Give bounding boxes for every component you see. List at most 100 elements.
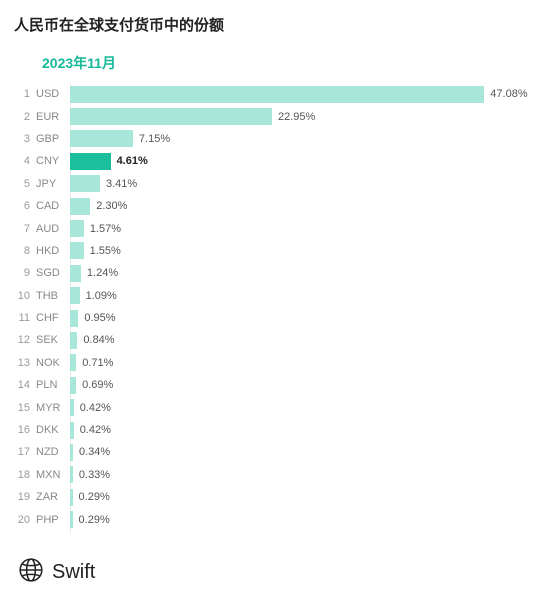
currency-code: AUD <box>34 223 70 235</box>
value-label: 0.69% <box>82 379 113 391</box>
bar <box>70 130 133 147</box>
bar <box>70 511 73 528</box>
rank-label: 16 <box>14 424 34 436</box>
rank-label: 3 <box>14 133 34 145</box>
currency-code: JPY <box>34 178 70 190</box>
currency-code: PLN <box>34 379 70 391</box>
bar <box>70 175 100 192</box>
currency-code: DKK <box>34 424 70 436</box>
bar <box>70 399 74 416</box>
bar <box>70 153 111 170</box>
bar <box>70 489 73 506</box>
bar <box>70 86 484 103</box>
value-label: 1.57% <box>90 223 121 235</box>
rank-label: 6 <box>14 200 34 212</box>
value-label: 4.61% <box>117 155 148 167</box>
bar-row: 12SEK 0.84% <box>14 329 542 351</box>
rank-label: 1 <box>14 88 34 100</box>
bar <box>70 466 73 483</box>
rank-label: 18 <box>14 469 34 481</box>
value-label: 7.15% <box>139 133 170 145</box>
rank-label: 2 <box>14 111 34 123</box>
bar-row: 18MXN 0.33% <box>14 464 542 486</box>
value-label: 0.84% <box>83 334 114 346</box>
value-label: 0.42% <box>80 402 111 414</box>
value-label: 2.30% <box>96 200 127 212</box>
bar <box>70 377 76 394</box>
bar <box>70 422 74 439</box>
chart-subtitle: 2023年11月 <box>42 53 542 73</box>
value-label: 0.42% <box>80 424 111 436</box>
value-label: 0.33% <box>79 469 110 481</box>
rank-label: 10 <box>14 290 34 302</box>
chart-title: 人民币在全球支付货币中的份额 <box>14 14 542 35</box>
currency-code: MXN <box>34 469 70 481</box>
bar-row: 11CHF0.95% <box>14 307 542 329</box>
value-label: 1.24% <box>87 267 118 279</box>
bar-row: 4CNY 4.61% <box>14 150 542 172</box>
rank-label: 14 <box>14 379 34 391</box>
currency-code: CNY <box>34 155 70 167</box>
currency-code: THB <box>34 290 70 302</box>
rank-label: 4 <box>14 155 34 167</box>
bar <box>70 354 76 371</box>
currency-code: ZAR <box>34 491 70 503</box>
value-label: 3.41% <box>106 178 137 190</box>
bar-row: 8HKD 1.55% <box>14 240 542 262</box>
bar-row: 15MYR 0.42% <box>14 396 542 418</box>
currency-code: SEK <box>34 334 70 346</box>
rank-label: 9 <box>14 267 34 279</box>
bar-row: 6CAD 2.30% <box>14 195 542 217</box>
bar <box>70 287 80 304</box>
rank-label: 19 <box>14 491 34 503</box>
value-label: 0.34% <box>79 446 110 458</box>
currency-code: MYR <box>34 402 70 414</box>
value-label: 0.29% <box>79 491 110 503</box>
value-label: 0.71% <box>82 357 113 369</box>
footer-brand: Swift <box>52 561 95 584</box>
bar-row: 10THB 1.09% <box>14 285 542 307</box>
bar <box>70 108 272 125</box>
rank-label: 15 <box>14 402 34 414</box>
footer: Swift <box>18 557 542 588</box>
bar <box>70 198 90 215</box>
bar <box>70 310 78 327</box>
rank-label: 12 <box>14 334 34 346</box>
rank-label: 17 <box>14 446 34 458</box>
bar-row: 7AUD 1.57% <box>14 217 542 239</box>
bar-row: 3GBP 7.15% <box>14 128 542 150</box>
currency-code: HKD <box>34 245 70 257</box>
value-label: 0.29% <box>79 514 110 526</box>
bar <box>70 265 81 282</box>
value-label: 47.08% <box>490 88 527 100</box>
rank-label: 7 <box>14 223 34 235</box>
bar <box>70 444 73 461</box>
bar-chart: 1USD47.08%2EUR22.95%3GBP7.15%4CNY4.61%5J… <box>14 83 542 531</box>
bar-row: 20PHP0.29% <box>14 508 542 530</box>
currency-code: CAD <box>34 200 70 212</box>
bar <box>70 220 84 237</box>
bar-row: 16DKK 0.42% <box>14 419 542 441</box>
bar-row: 2EUR 22.95% <box>14 105 542 127</box>
currency-code: EUR <box>34 111 70 123</box>
value-label: 22.95% <box>278 111 315 123</box>
bar <box>70 242 84 259</box>
bar-row: 1USD47.08% <box>14 83 542 105</box>
bar <box>70 332 77 349</box>
rank-label: 13 <box>14 357 34 369</box>
currency-code: NOK <box>34 357 70 369</box>
bar-row: 9SGD 1.24% <box>14 262 542 284</box>
value-label: 1.09% <box>86 290 117 302</box>
bar-row: 5JPY3.41% <box>14 173 542 195</box>
bar-row: 13NOK 0.71% <box>14 352 542 374</box>
bar-row: 14PLN 0.69% <box>14 374 542 396</box>
rank-label: 8 <box>14 245 34 257</box>
rank-label: 20 <box>14 514 34 526</box>
currency-code: GBP <box>34 133 70 145</box>
value-label: 1.55% <box>90 245 121 257</box>
currency-code: SGD <box>34 267 70 279</box>
value-label: 0.95% <box>84 312 115 324</box>
currency-code: CHF <box>34 312 70 324</box>
currency-code: NZD <box>34 446 70 458</box>
bar-row: 19ZAR 0.29% <box>14 486 542 508</box>
